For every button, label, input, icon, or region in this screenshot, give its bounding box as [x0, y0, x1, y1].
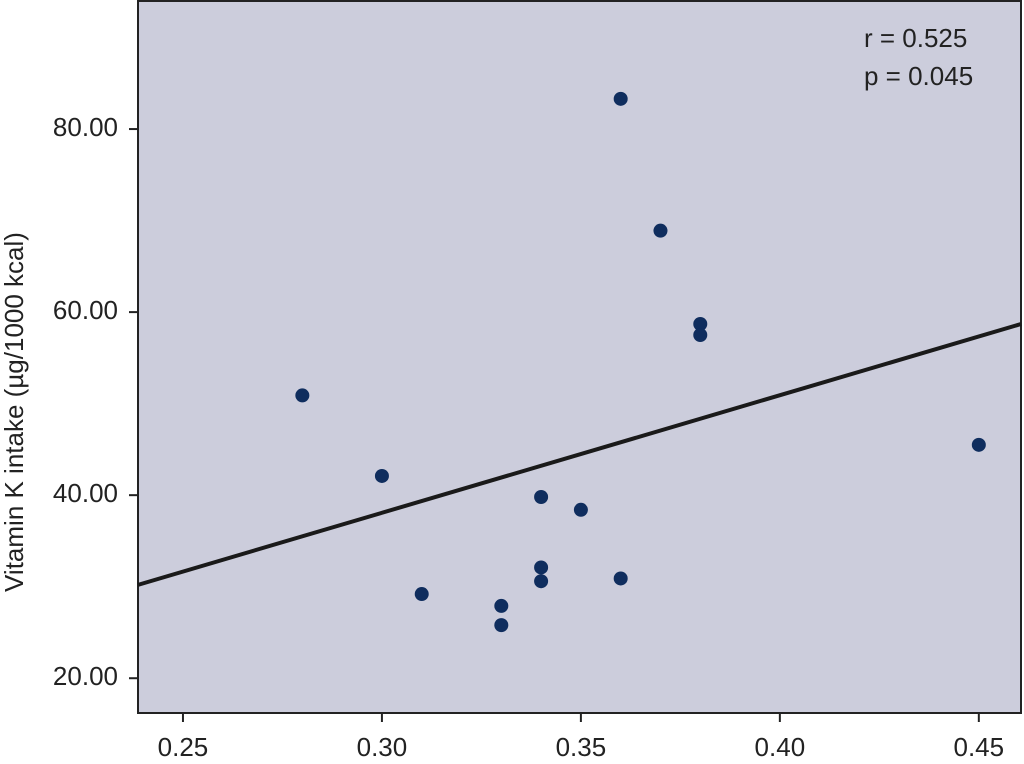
data-point	[693, 317, 708, 332]
y-tick-label: 80.00	[53, 112, 118, 142]
data-point	[414, 587, 429, 602]
x-tick-label: 0.35	[556, 732, 607, 762]
data-point	[534, 489, 549, 504]
plot-area	[137, 0, 1022, 714]
y-tick-label: 20.00	[53, 661, 118, 691]
fit-line	[137, 322, 1022, 587]
data-point	[295, 388, 310, 403]
data-point	[653, 223, 668, 238]
y-tick-label: 40.00	[53, 478, 118, 508]
data-point	[494, 598, 509, 613]
plot-content	[137, 91, 1022, 633]
annotation: p = 0.045	[864, 61, 973, 91]
x-tick-label: 0.45	[954, 732, 1005, 762]
x-tick-label: 0.40	[755, 732, 806, 762]
data-point	[613, 571, 628, 586]
data-point	[613, 91, 628, 106]
data-point	[374, 468, 389, 483]
x-tick-label: 0.25	[158, 732, 209, 762]
data-point	[573, 502, 588, 517]
x-tick-label: 0.30	[357, 732, 408, 762]
data-point	[534, 574, 549, 589]
data-point	[693, 327, 708, 342]
y-tick-label: 60.00	[53, 295, 118, 325]
y-axis-label: Vitamin K intake (µg/1000 kcal)	[0, 232, 29, 592]
data-point	[494, 618, 509, 633]
data-point	[534, 560, 549, 575]
annotation: r = 0.525	[864, 23, 967, 53]
data-point	[971, 437, 986, 452]
